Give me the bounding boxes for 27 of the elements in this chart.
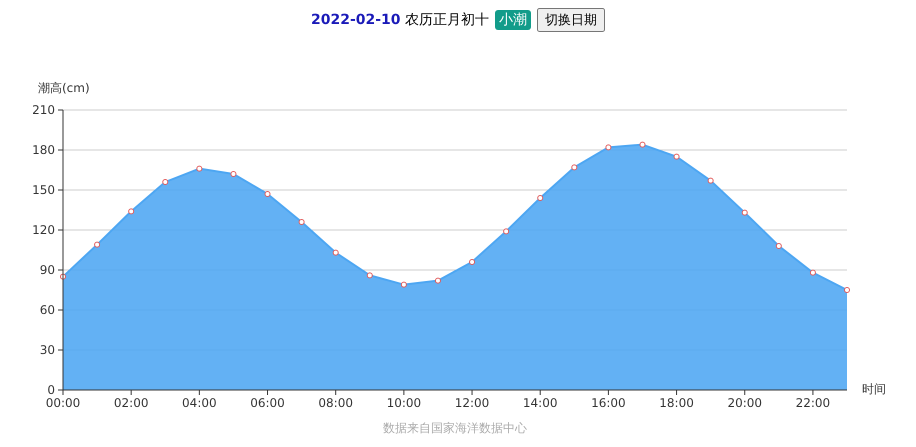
y-tick-label: 180 bbox=[32, 143, 55, 157]
x-tick-label: 02:00 bbox=[114, 396, 148, 410]
x-tick-label: 14:00 bbox=[522, 396, 558, 410]
text: 小潮 bbox=[495, 10, 531, 30]
x-tick-label: 12:00 bbox=[454, 396, 490, 410]
text: 切换日期 bbox=[537, 8, 605, 32]
x-tick-label: 10:00 bbox=[386, 396, 422, 410]
x-tick-label: 22:00 bbox=[796, 396, 830, 410]
y-axis-title: 潮高(cm) bbox=[38, 81, 90, 95]
chart-title: 2022-02-10 bbox=[310, 12, 401, 28]
y-tick-label: 150 bbox=[32, 183, 55, 197]
y-tick-label: 120 bbox=[32, 223, 55, 237]
x-tick-label: 20:00 bbox=[727, 396, 762, 410]
y-tick-label: 60 bbox=[40, 303, 55, 317]
x-tick-label: 04:00 bbox=[182, 396, 217, 410]
x-tick-label: 00:00 bbox=[46, 396, 80, 410]
x-tick-label: 08:00 bbox=[318, 396, 353, 410]
chart-subtitle: 农历正月初十 bbox=[404, 12, 489, 28]
y-tick-label: 30 bbox=[40, 343, 55, 357]
x-tick-label: 18:00 bbox=[659, 396, 694, 410]
y-tick-label: 90 bbox=[40, 263, 55, 277]
x-tick-label: 16:00 bbox=[591, 396, 626, 410]
y-tick-label: 0 bbox=[47, 383, 55, 397]
text: 数据来自国家海洋数据中心 bbox=[383, 421, 527, 435]
x-axis-title: 时间 bbox=[862, 382, 886, 396]
x-tick-label: 06:00 bbox=[250, 396, 285, 410]
y-tick-label: 210 bbox=[32, 103, 55, 117]
